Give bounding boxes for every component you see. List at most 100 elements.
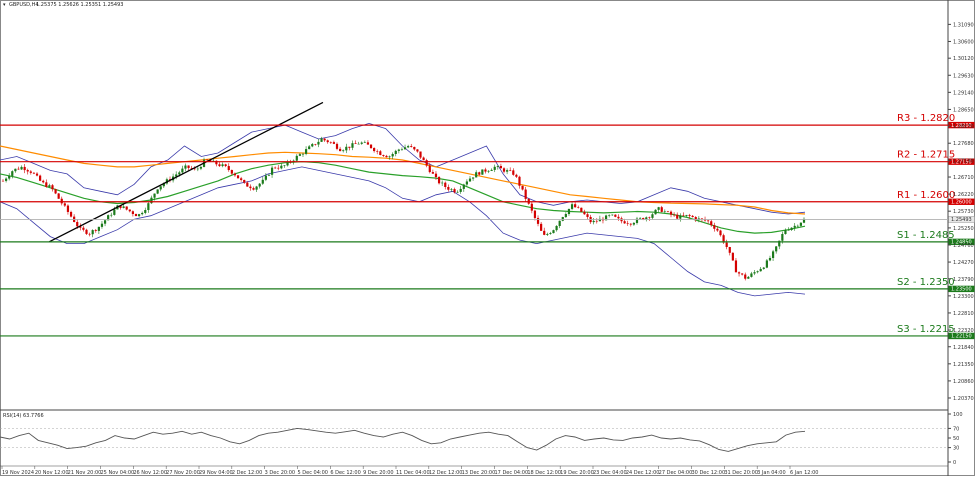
candle — [236, 175, 240, 179]
candle — [796, 224, 799, 228]
candle — [363, 140, 366, 144]
candle — [221, 162, 224, 168]
candle — [258, 182, 261, 189]
candle — [1, 179, 5, 182]
candle — [546, 232, 549, 237]
candle — [431, 169, 434, 174]
candle — [79, 223, 82, 231]
candle — [351, 140, 354, 151]
level-price-tag-text: 1.26000 — [951, 200, 972, 206]
candle — [360, 141, 363, 145]
candle — [264, 173, 267, 182]
candle — [103, 219, 107, 227]
price-tick-label: 1.23300 — [953, 294, 974, 300]
level-label-r3: R3 - 1.2820 — [897, 113, 955, 124]
candle — [669, 210, 673, 218]
candle — [691, 214, 694, 218]
candle — [775, 246, 778, 254]
time-tick-label: 3 Jan 04:00 — [757, 470, 785, 476]
candle — [29, 170, 32, 175]
candle — [434, 171, 438, 180]
symbol-label: GBPUSD,H4 — [9, 2, 39, 8]
candle — [335, 142, 339, 151]
time-axis: 19 Nov 2024 20 Nov 12:00 21 Nov 20:00 25 No… — [0, 465, 948, 476]
candle — [413, 146, 416, 151]
candle — [141, 211, 144, 216]
candle — [784, 228, 787, 235]
candle — [42, 179, 45, 184]
candle — [283, 165, 286, 168]
candle — [499, 163, 503, 169]
candle — [762, 266, 765, 270]
candle — [737, 271, 741, 277]
price-tick-label: 1.24270 — [953, 260, 974, 266]
candle — [246, 181, 249, 187]
rsi-tick-label: 70 — [953, 426, 959, 432]
candle — [227, 163, 230, 172]
level-label-r1: R1 - 1.2600 — [897, 190, 955, 201]
candle — [199, 165, 203, 171]
candle — [478, 171, 481, 176]
rsi-line — [0, 427, 806, 452]
time-tick-label: 29 Nov 04:00 — [199, 470, 233, 476]
candle — [580, 207, 583, 213]
candle — [249, 184, 252, 191]
candle — [648, 216, 651, 221]
candle — [437, 176, 441, 185]
time-tick-label: 2 Dec 12:00 — [232, 470, 262, 476]
candle — [14, 168, 17, 173]
time-tick-label: 27 Nov 20:00 — [166, 470, 200, 476]
price-tick-label: 1.22810 — [953, 311, 974, 317]
candle — [651, 212, 654, 220]
candle — [60, 196, 63, 206]
candle — [320, 136, 323, 143]
candle — [756, 270, 759, 274]
candle — [94, 228, 97, 233]
candle — [32, 171, 36, 175]
candle — [243, 179, 246, 184]
candle — [533, 209, 537, 221]
candle — [8, 173, 11, 181]
candle — [583, 209, 586, 215]
candle — [301, 152, 305, 158]
candle — [453, 187, 456, 194]
price-tick-label: 1.26220 — [953, 192, 974, 198]
candle — [512, 168, 515, 176]
candle — [493, 164, 496, 173]
price-tick-label: 1.20860 — [953, 379, 974, 385]
candle — [657, 206, 660, 213]
candle — [91, 229, 94, 238]
candle — [645, 216, 648, 222]
level-price-tag — [948, 285, 975, 293]
price-tick-label: 1.27680 — [953, 141, 974, 147]
time-tick-label: 24 Dec 12:00 — [626, 470, 660, 476]
candles — [1, 136, 806, 281]
candle — [147, 202, 150, 213]
candle — [159, 186, 162, 192]
candle — [125, 206, 128, 211]
candle — [685, 214, 688, 217]
candle — [26, 168, 29, 175]
candle — [230, 169, 233, 176]
price-tick-label: 1.29140 — [953, 90, 974, 96]
price-tick-label: 1.28170 — [953, 124, 974, 130]
candle — [428, 163, 431, 174]
level-price-tag — [948, 198, 975, 205]
candle — [69, 210, 73, 218]
candle — [63, 202, 66, 207]
candle — [376, 149, 379, 155]
candle — [348, 146, 351, 151]
candle — [564, 212, 567, 219]
candle — [536, 215, 540, 227]
ema-orange-line — [0, 145, 806, 215]
candle — [323, 138, 326, 142]
candle — [187, 165, 190, 172]
time-tick-label: 12 Dec 12:00 — [429, 470, 463, 476]
level-price-tag-text: 1.28200 — [951, 123, 972, 129]
candle — [465, 179, 468, 187]
candle — [719, 229, 722, 237]
candle — [110, 212, 113, 218]
candle — [298, 152, 301, 157]
